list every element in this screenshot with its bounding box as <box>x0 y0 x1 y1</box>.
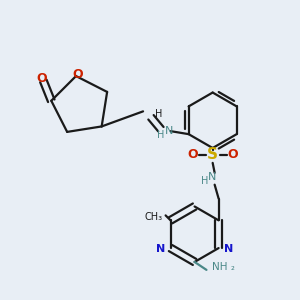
Text: N: N <box>164 126 173 136</box>
Text: N: N <box>156 244 166 254</box>
Text: H: H <box>158 130 165 140</box>
Text: N: N <box>208 172 217 182</box>
Text: S: S <box>207 148 218 163</box>
Text: O: O <box>36 72 47 85</box>
Text: O: O <box>227 148 238 161</box>
Text: NH: NH <box>212 262 228 272</box>
Text: CH₃: CH₃ <box>145 212 163 222</box>
Text: O: O <box>73 68 83 81</box>
Text: H: H <box>155 110 162 119</box>
Text: ₂: ₂ <box>230 262 234 272</box>
Text: H: H <box>201 176 209 186</box>
Text: O: O <box>188 148 198 161</box>
Text: N: N <box>224 244 233 254</box>
